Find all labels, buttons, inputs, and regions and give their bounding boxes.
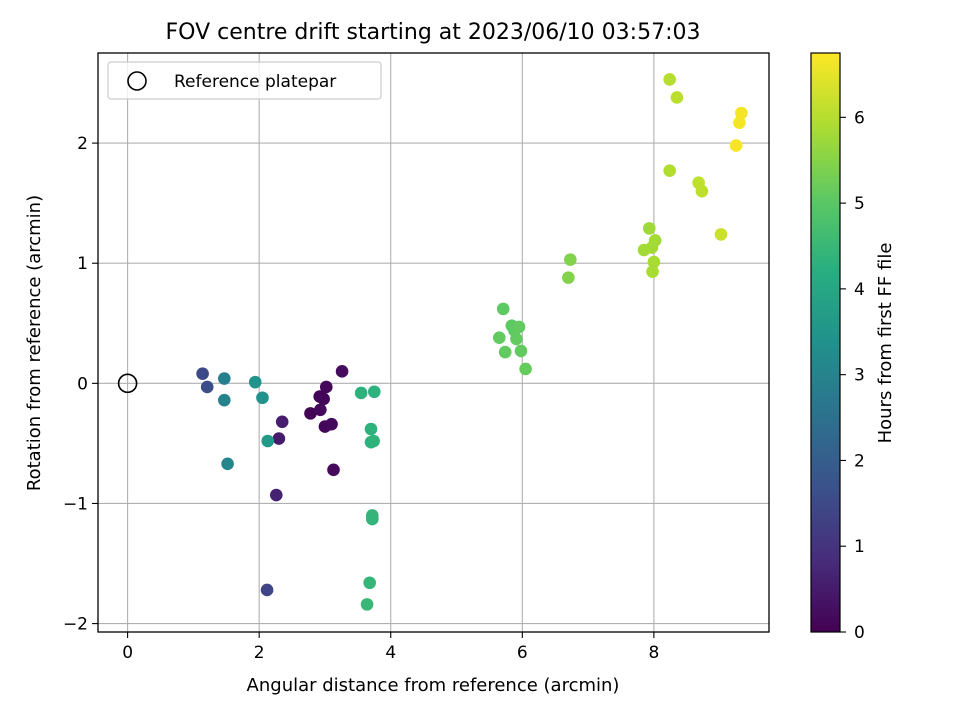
scatter-point [317,392,330,406]
y-tick-label: 0 [77,374,88,394]
scatter-point [492,331,506,344]
x-tick-label: 2 [254,643,265,663]
y-axis-ticks: −2 −1 0 1 2 [63,134,98,635]
scatter-point [325,417,338,431]
scatter-point [367,385,381,399]
x-tick-label: 4 [385,643,396,663]
colorbar: 0 1 2 3 4 5 6 Hours from first FF file [810,52,896,643]
plot-frame [97,52,770,633]
y-tick-label: −2 [63,615,88,635]
scatter-point [646,265,659,278]
scatter-point [714,228,728,241]
colorbar-tick-label: 5 [854,194,865,214]
colorbar-tick-label: 2 [854,451,865,471]
scatter-point [327,463,340,477]
colorbar-tick-label: 1 [854,537,865,557]
scatter-point [562,271,575,284]
colorbar-gradient [810,52,841,633]
scatter-point [200,380,214,394]
x-tick-label: 0 [122,643,133,663]
scatter-point [496,302,510,316]
scatter-point [256,391,269,405]
scatter-point [514,344,528,358]
scatter-point [261,434,275,448]
scatter-point [218,393,231,407]
y-axis-label: Rotation from reference (arcmin) [24,195,45,491]
scatter-point [364,422,378,436]
scatter-point [367,434,380,448]
x-tick-label: 8 [648,643,659,663]
y-tick-label: 1 [77,254,88,274]
scatter-point [335,365,349,378]
grid [98,53,769,632]
scatter-point [269,488,283,502]
scatter-point [695,184,709,198]
scatter-point [637,243,651,257]
scatter-point [363,576,376,590]
scatter-point [319,380,333,394]
colorbar-label: Hours from first FF file [875,243,896,444]
scatter-point [304,407,317,420]
scatter-points [196,73,748,611]
colorbar-tick-label: 4 [854,280,865,300]
legend-marker [127,71,147,91]
scatter-point [663,164,676,178]
scatter-point [498,345,512,359]
x-axis-label: Angular distance from reference (arcmin) [247,675,620,696]
scatter-point [735,106,748,120]
scatter-point [275,415,289,429]
scatter-point [670,91,684,104]
x-tick-label: 6 [517,643,528,663]
reference-platepar-marker [117,373,138,394]
legend-box [107,61,382,100]
scatter-point [564,253,577,266]
colorbar-tick-label: 0 [854,623,865,643]
chart-title: FOV centre drift starting at 2023/06/10 … [166,20,701,45]
colorbar-tick-label: 6 [854,108,865,128]
scatter-point [218,372,231,385]
legend: Reference platepar [107,61,382,100]
colorbar-ticks: 0 1 2 3 4 5 6 [840,108,865,643]
scatter-point [196,367,209,381]
scatter-point [260,583,274,597]
scatter-point [272,432,286,445]
scatter-point [360,598,374,611]
x-axis-ticks: 0 2 4 6 8 [122,632,659,663]
scatter-point [519,362,532,376]
scatter-point [221,457,234,471]
scatter-point [510,332,523,346]
scatter-point [647,255,661,269]
scatter-point [354,386,368,400]
scatter-point [314,403,327,417]
scatter-point [366,512,379,526]
scatter-point [733,116,746,129]
y-tick-label: −1 [63,494,88,514]
y-tick-label: 2 [77,134,88,154]
scatter-point [642,222,656,235]
scatter-point [729,139,743,152]
scatter-point [248,375,262,389]
legend-label: Reference platepar [174,72,336,92]
colorbar-tick-label: 3 [854,366,865,386]
scatter-point [663,73,676,86]
scatter-point [512,320,526,334]
